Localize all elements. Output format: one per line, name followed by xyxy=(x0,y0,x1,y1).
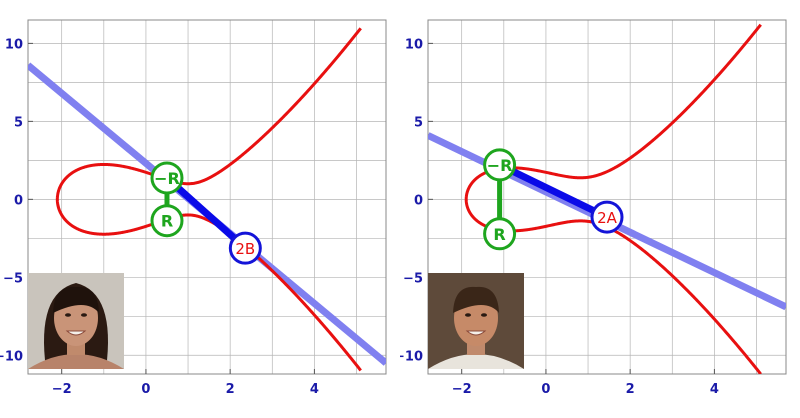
point-label: −R xyxy=(154,169,180,188)
point-r: R xyxy=(483,217,517,251)
point-marker xyxy=(590,200,624,234)
point-marker xyxy=(483,217,517,251)
plot-frame xyxy=(27,19,387,375)
y-tick-label: −5 xyxy=(3,271,23,286)
man-portrait-icon xyxy=(428,273,524,369)
y-tick-label: 0 xyxy=(14,193,23,208)
woman-portrait-icon xyxy=(28,273,124,369)
x-tick-label: 2 xyxy=(226,382,235,397)
y-tick-label: −5 xyxy=(403,271,423,286)
point-label: −R xyxy=(487,156,513,175)
x-tick-label: 4 xyxy=(710,382,719,397)
y-tick-label: 10 xyxy=(5,37,23,52)
x-tick-label: 0 xyxy=(141,382,150,397)
point-doubled: 2A xyxy=(590,200,624,234)
point-marker xyxy=(483,148,517,182)
point-label: 2A xyxy=(597,209,618,227)
elliptic-curve xyxy=(55,27,362,372)
point-r: R xyxy=(150,204,184,238)
point-marker xyxy=(150,204,184,238)
right-elliptic-curve-chart: −10 −5 0 5 10 −2 0 2 4 −R R 2A xyxy=(400,19,787,397)
y-tick-label: −10 xyxy=(400,349,423,364)
point-neg-r: −R xyxy=(483,148,517,182)
x-tick-label: 2 xyxy=(626,382,635,397)
x-tick-label: 0 xyxy=(541,382,550,397)
chord-segment xyxy=(498,161,609,221)
y-tick-label: 10 xyxy=(405,37,423,52)
chord-segment xyxy=(164,175,248,251)
x-tick-label: −2 xyxy=(52,382,72,397)
plot-frame xyxy=(427,19,787,375)
y-tick-label: 0 xyxy=(414,193,423,208)
x-tick-label: −2 xyxy=(452,382,472,397)
left-elliptic-curve-chart: −10 −5 0 5 10 −2 0 2 4 −R R 2B xyxy=(0,19,387,397)
point-label: R xyxy=(161,212,173,231)
y-tick-label: −10 xyxy=(0,349,23,364)
point-marker xyxy=(228,231,262,265)
point-label: R xyxy=(493,225,505,244)
x-tick-label: 4 xyxy=(310,382,319,397)
point-neg-r: −R xyxy=(150,161,184,195)
point-doubled: 2B xyxy=(228,231,262,265)
y-tick-label: 5 xyxy=(14,115,23,130)
point-label: 2B xyxy=(235,240,255,258)
point-marker xyxy=(150,161,184,195)
y-tick-label: 5 xyxy=(414,115,423,130)
